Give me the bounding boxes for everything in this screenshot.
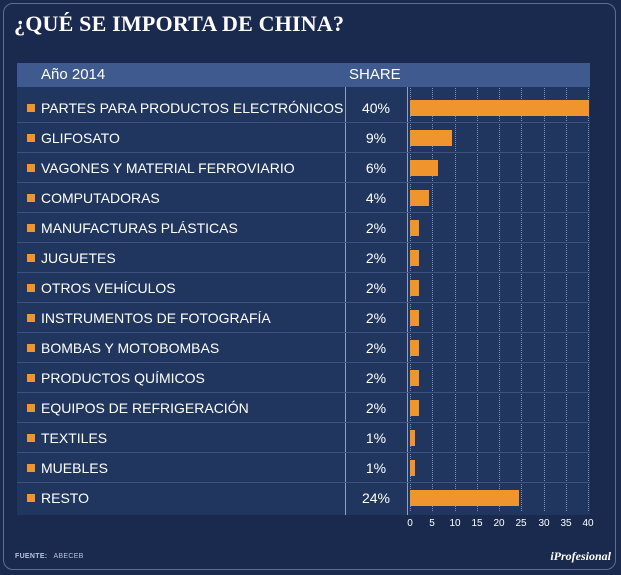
- category-label: MANUFACTURAS PLÁSTICAS: [41, 220, 238, 236]
- category-label: RESTO: [41, 490, 89, 506]
- bar-mark: [410, 220, 419, 236]
- category-label: COMPUTADORAS: [41, 190, 160, 206]
- row-bullet-icon: [27, 314, 35, 322]
- gridline-20: [499, 88, 500, 511]
- category-label: GLIFOSATO: [41, 130, 120, 146]
- source-prefix: FUENTE:: [15, 553, 48, 560]
- share-value-label: 4%: [365, 190, 387, 206]
- row-divider: [17, 212, 590, 213]
- bar-mark: [410, 370, 419, 386]
- row-bullet-icon: [27, 224, 35, 232]
- row-bullet-icon: [27, 254, 35, 262]
- bar-mark: [410, 190, 429, 206]
- share-value-label: 2%: [365, 250, 387, 266]
- source-note: FUENTE: ABECEB: [15, 553, 84, 560]
- row-divider: [17, 362, 590, 363]
- row-bullet-icon: [27, 134, 35, 142]
- gridline-40: [588, 88, 589, 511]
- row-divider: [17, 332, 590, 333]
- row-divider: [17, 422, 590, 423]
- x-tick-label: 10: [449, 518, 461, 529]
- row-bullet-icon: [27, 194, 35, 202]
- row-bullet-icon: [27, 404, 35, 412]
- column-separator-label: [345, 87, 346, 515]
- row-bullet-icon: [27, 104, 35, 112]
- gridline-0: [410, 88, 411, 511]
- bar-mark: [410, 130, 452, 146]
- x-tick-label: 0: [407, 518, 413, 529]
- row-divider: [17, 392, 590, 393]
- category-label: INSTRUMENTOS DE FOTOGRAFÍA: [41, 310, 271, 326]
- column-separator-share: [407, 87, 408, 515]
- bar-mark: [410, 310, 419, 326]
- bar-mark: [410, 460, 415, 476]
- share-value-label: 2%: [365, 280, 387, 296]
- gridline-15: [477, 88, 478, 511]
- share-value-label: 40%: [361, 100, 391, 116]
- source-value: ABECEB: [53, 553, 84, 560]
- x-tick-label: 40: [582, 518, 594, 529]
- bar-mark: [410, 490, 519, 506]
- row-divider: [17, 182, 590, 183]
- x-tick-label: 35: [560, 518, 572, 529]
- bar-mark: [410, 250, 419, 266]
- chart-panel: [17, 63, 590, 515]
- share-value-label: 9%: [365, 130, 387, 146]
- share-value-label: 2%: [365, 370, 387, 386]
- chart-title: ¿QUÉ SE IMPORTA DE CHINA?: [14, 11, 345, 36]
- row-bullet-icon: [27, 284, 35, 292]
- gridline-35: [566, 88, 567, 511]
- category-label: EQUIPOS DE REFRIGERACIÓN: [41, 400, 249, 416]
- row-divider: [17, 452, 590, 453]
- row-bullet-icon: [27, 464, 35, 472]
- row-divider: [17, 482, 590, 483]
- share-header: SHARE: [349, 66, 401, 83]
- row-bullet-icon: [27, 494, 35, 502]
- row-bullet-icon: [27, 164, 35, 172]
- category-label: PRODUCTOS QUÍMICOS: [41, 370, 205, 386]
- x-tick-label: 20: [493, 518, 505, 529]
- gridline-25: [521, 88, 522, 511]
- gridline-30: [544, 88, 545, 511]
- bar-mark: [410, 400, 419, 416]
- year-header: Año 2014: [41, 66, 106, 83]
- row-bullet-icon: [27, 434, 35, 442]
- category-label: OTROS VEHÍCULOS: [41, 280, 176, 296]
- brand-logo: iProfesional: [550, 549, 611, 563]
- category-label: MUEBLES: [41, 460, 108, 476]
- category-label: BOMBAS Y MOTOBOMBAS: [41, 340, 220, 356]
- x-tick-label: 25: [515, 518, 527, 529]
- bar-mark: [410, 100, 589, 116]
- share-value-label: 24%: [361, 490, 391, 506]
- bar-mark: [410, 430, 415, 446]
- share-value-label: 2%: [365, 310, 387, 326]
- share-value-label: 6%: [365, 160, 387, 176]
- row-divider: [17, 152, 590, 153]
- bar-mark: [410, 340, 419, 356]
- gridline-10: [455, 88, 456, 511]
- share-value-label: 1%: [365, 430, 387, 446]
- share-value-label: 2%: [365, 340, 387, 356]
- row-divider: [17, 272, 590, 273]
- x-tick-label: 15: [471, 518, 483, 529]
- row-bullet-icon: [27, 344, 35, 352]
- x-tick-label: 30: [538, 518, 550, 529]
- share-value-label: 2%: [365, 400, 387, 416]
- category-label: VAGONES Y MATERIAL FERROVIARIO: [41, 160, 295, 176]
- category-label: JUGUETES: [41, 250, 116, 266]
- share-value-label: 1%: [365, 460, 387, 476]
- bar-mark: [410, 160, 438, 176]
- x-tick-label: 5: [429, 518, 435, 529]
- category-label: PARTES PARA PRODUCTOS ELECTRÓNICOS: [41, 100, 344, 116]
- table-header: [17, 63, 590, 87]
- row-divider: [17, 242, 590, 243]
- row-divider: [17, 302, 590, 303]
- row-bullet-icon: [27, 374, 35, 382]
- gridline-5: [432, 88, 433, 511]
- row-divider: [17, 122, 590, 123]
- share-value-label: 2%: [365, 220, 387, 236]
- category-label: TEXTILES: [41, 430, 108, 446]
- bar-mark: [410, 280, 419, 296]
